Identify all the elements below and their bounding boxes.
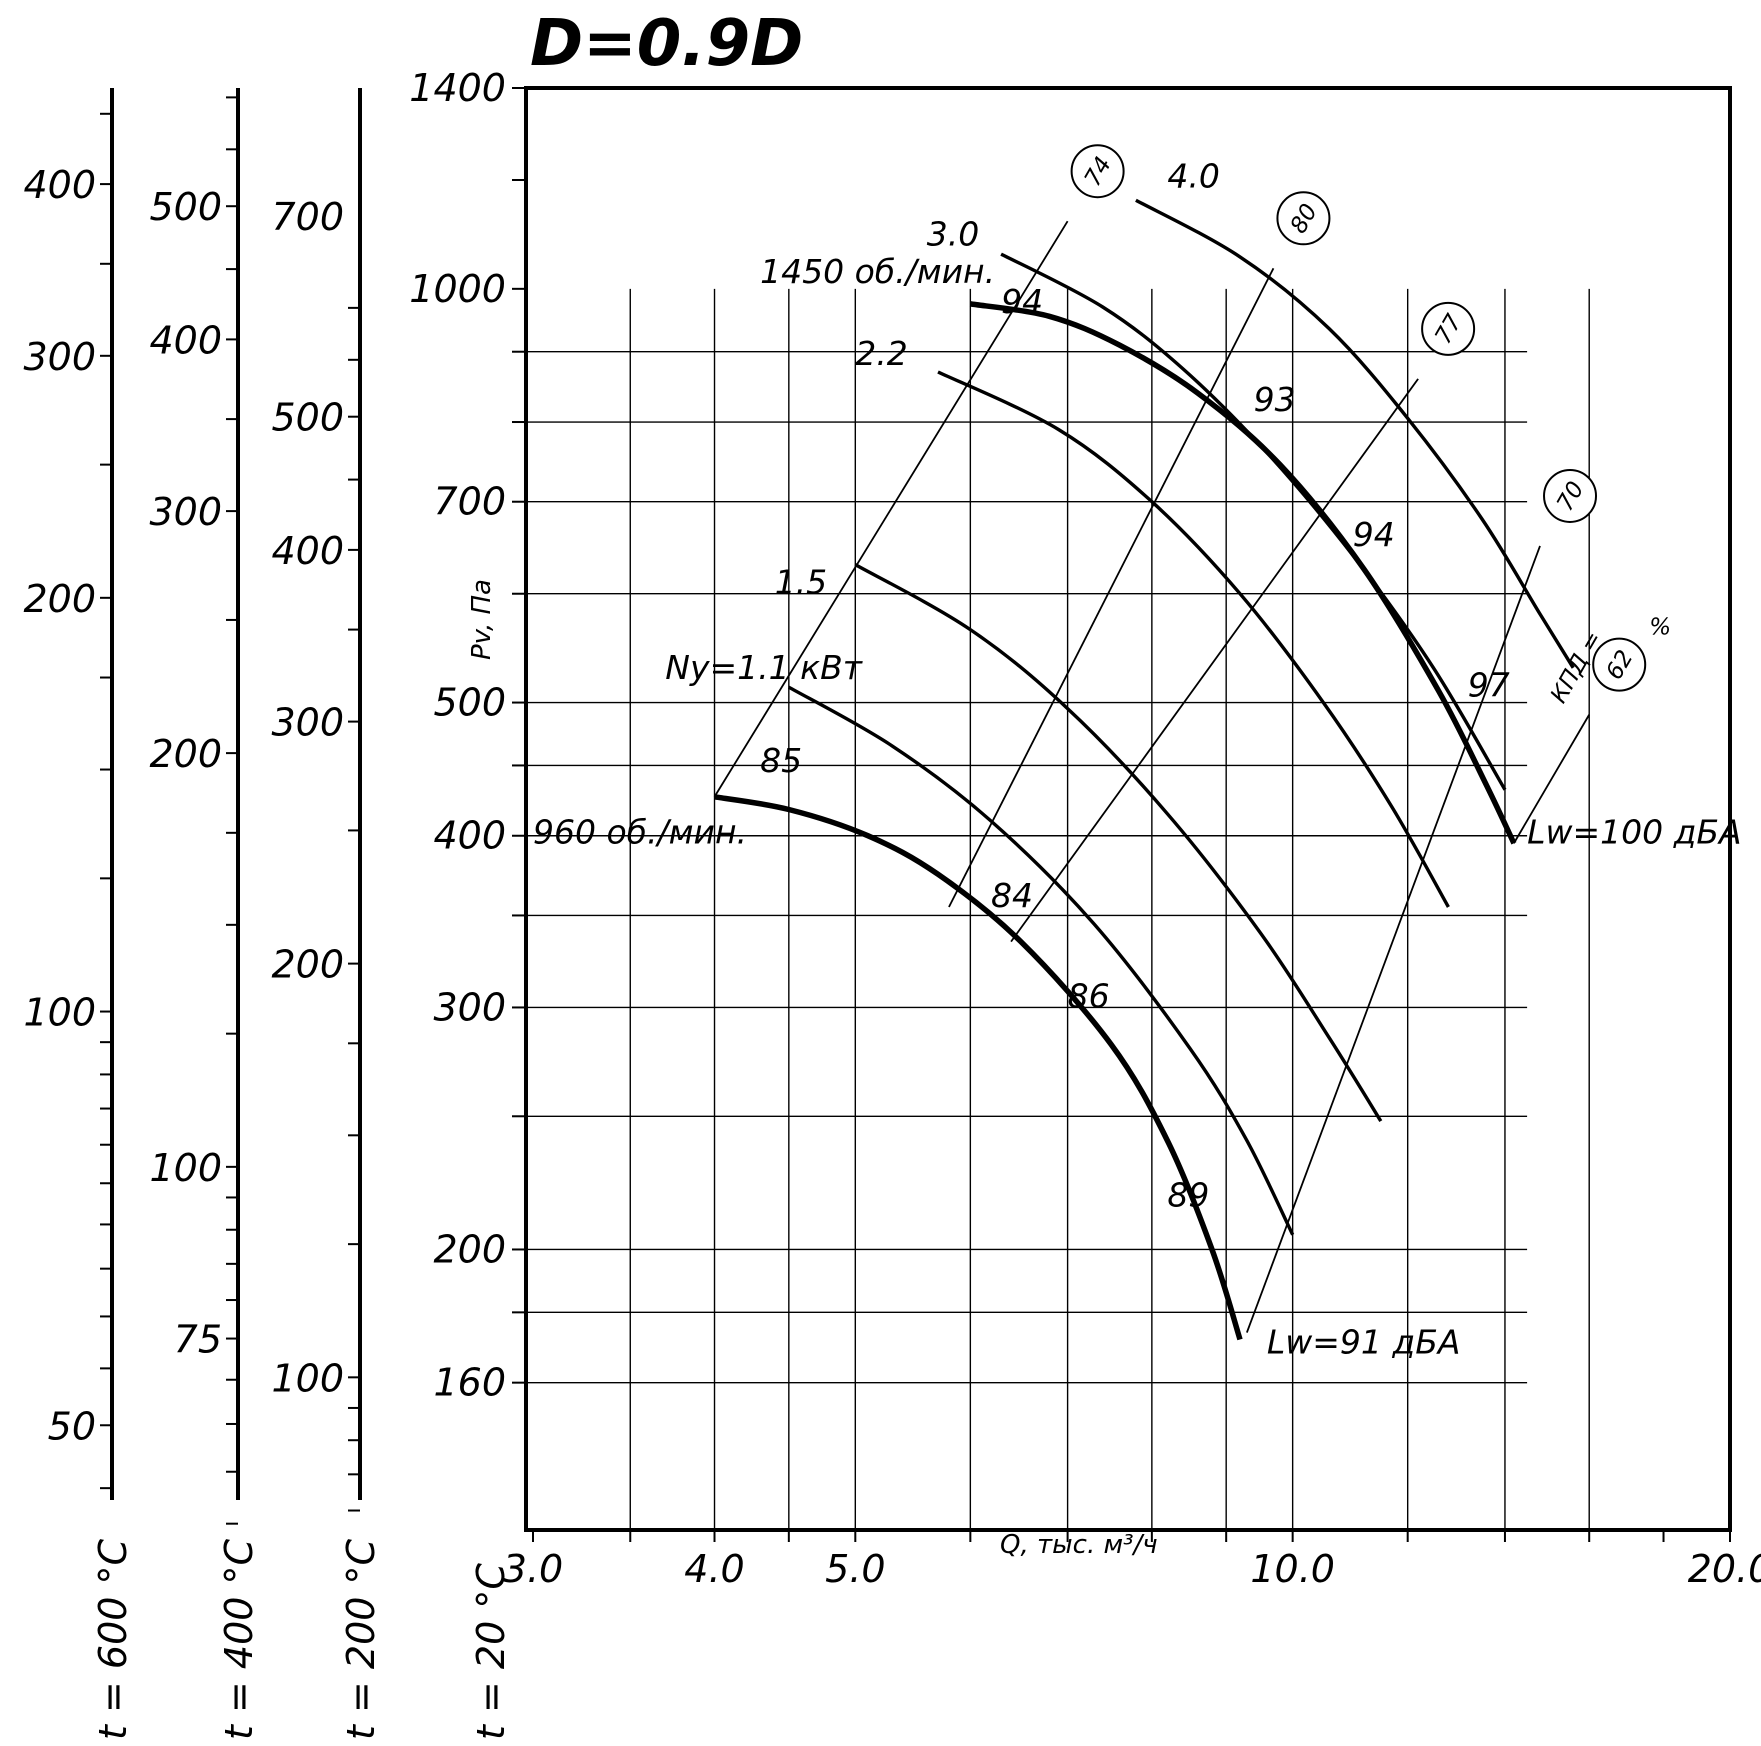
series-curve bbox=[1000, 252, 1507, 791]
temperature-tick-label: 500 bbox=[149, 185, 222, 229]
temperature-tick-label: 75 bbox=[174, 1318, 222, 1362]
y-tick-label: 200 bbox=[433, 1227, 506, 1271]
temperature-tick-label: 400 bbox=[271, 529, 344, 573]
series-curve bbox=[937, 370, 1450, 908]
chart-data-label: Lw=100 дБА bbox=[1527, 812, 1742, 851]
efficiency-line bbox=[1513, 714, 1590, 844]
series-curves bbox=[714, 198, 1575, 1341]
series-curve bbox=[854, 563, 1383, 1122]
temperature-tick-label: 300 bbox=[23, 335, 96, 379]
chart-data-label: 93 bbox=[1254, 380, 1296, 419]
x-tick-label: 3.0 bbox=[503, 1547, 563, 1591]
temperature-tick-label: 100 bbox=[271, 1356, 344, 1400]
x-axis-ticks: 3.0 4.0 5.0 10.0 20.0 bbox=[503, 1530, 1761, 1591]
plot-frame bbox=[524, 86, 1732, 1532]
grid bbox=[526, 288, 1590, 1530]
temperature-tick-label: 100 bbox=[23, 991, 96, 1035]
y-tick-label: 300 bbox=[433, 985, 506, 1029]
y-axis-label: Pv, Па bbox=[467, 579, 497, 660]
y-tick-label: 1000 bbox=[409, 267, 506, 311]
chart-data-label: 94 bbox=[1353, 515, 1395, 554]
series-curve bbox=[969, 301, 1517, 845]
efficiency-unit: % bbox=[1649, 615, 1671, 641]
chart-data-label: 94 bbox=[1001, 282, 1043, 321]
chart-data-label: 1.5 bbox=[775, 563, 827, 602]
temperature-tick-label: 200 bbox=[149, 732, 222, 776]
temperature-axes: 400 300 200 100 50 t = 600 °C 500 400 300 200 100 7… bbox=[23, 88, 513, 1740]
y-tick-label: 700 bbox=[433, 480, 506, 524]
x-tick-label: 4.0 bbox=[684, 1547, 744, 1591]
y-tick-label: 500 bbox=[433, 681, 506, 725]
chart-data-label: 2.2 bbox=[855, 334, 907, 373]
chart-data-label: 85 bbox=[760, 741, 802, 780]
chart-data-label: 86 bbox=[1068, 977, 1110, 1016]
y-axis-ticks: 1400 1000 700 500 400 300 200 160 bbox=[409, 66, 526, 1405]
chart-data-label: 89 bbox=[1167, 1175, 1209, 1214]
chart-data-label: 4.0 bbox=[1167, 157, 1219, 196]
temperature-tick-label: 200 bbox=[271, 943, 344, 987]
efficiency-badge bbox=[1070, 144, 1125, 199]
efficiency-line bbox=[1010, 378, 1419, 943]
chart-data-label: 97 bbox=[1468, 666, 1510, 705]
x-tick-label: 5.0 bbox=[825, 1547, 885, 1591]
temperature-tick-label: 50 bbox=[48, 1404, 96, 1448]
temperature-axis-title: t = 400 °C bbox=[217, 1538, 261, 1740]
series-curve bbox=[1135, 198, 1575, 669]
x-tick-label: 20.0 bbox=[1688, 1547, 1761, 1591]
efficiency-line bbox=[1246, 545, 1541, 1333]
temperature-tick-label: 400 bbox=[149, 318, 222, 362]
chart-title: D=0.9D bbox=[530, 7, 803, 81]
efficiency-badge bbox=[1276, 191, 1331, 246]
temperature-tick-label: 100 bbox=[149, 1146, 222, 1190]
efficiency-badge bbox=[1543, 468, 1598, 523]
temperature-axis-title: t = 200 °C bbox=[339, 1538, 383, 1740]
series-curve bbox=[787, 685, 1295, 1236]
chart-data-label: Lw=91 дБА bbox=[1267, 1323, 1461, 1362]
temperature-axis-title: t = 600 °C bbox=[91, 1538, 135, 1740]
chart-data-label: 3.0 bbox=[927, 215, 979, 254]
y-tick-label: 160 bbox=[433, 1361, 506, 1405]
series-curve bbox=[714, 794, 1243, 1341]
chart-data-label: Ny=1.1 кВт bbox=[665, 648, 863, 687]
temperature-tick-label: 300 bbox=[149, 490, 222, 534]
efficiency-badge bbox=[1592, 637, 1647, 692]
x-axis-label: Q, тыс. м³/ч bbox=[1000, 1530, 1158, 1560]
efficiency-line bbox=[713, 220, 1069, 798]
temperature-axis-title: t = 20 °C bbox=[469, 1563, 513, 1740]
efficiency-line bbox=[948, 267, 1275, 908]
efficiency-badge bbox=[1421, 301, 1476, 356]
temperature-tick-label: 200 bbox=[23, 577, 96, 621]
chart-data-label: 84 bbox=[991, 876, 1033, 915]
temperature-tick-label: 500 bbox=[271, 396, 344, 440]
chart-data-label: 960 об./мин. bbox=[533, 812, 747, 851]
temperature-tick-label: 400 bbox=[23, 163, 96, 207]
x-tick-label: 10.0 bbox=[1250, 1547, 1335, 1591]
y-tick-label: 1400 bbox=[409, 66, 506, 110]
y-tick-label: 400 bbox=[433, 814, 506, 858]
chart-data-label: 1450 об./мин. bbox=[760, 252, 995, 291]
temperature-tick-label: 300 bbox=[271, 701, 344, 745]
temperature-tick-label: 700 bbox=[271, 195, 344, 239]
